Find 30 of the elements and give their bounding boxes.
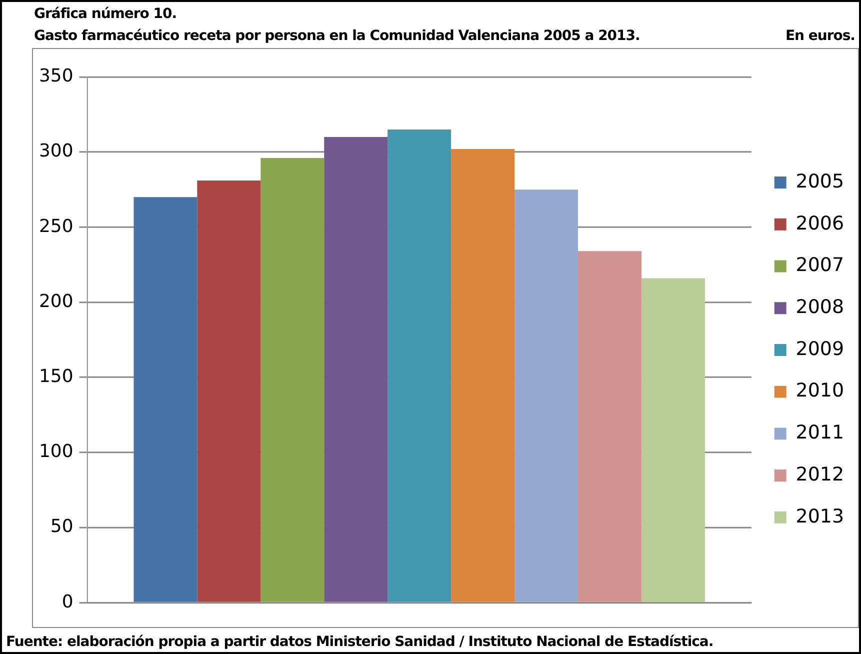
bar: [451, 149, 515, 602]
chart-subtitle: Gasto farmacéutico receta por persona en la Comunidad Valenciana 2005 a 2013.: [34, 28, 640, 44]
legend-label: 2011: [796, 422, 844, 444]
legend-label: 2007: [796, 254, 844, 276]
y-tick-label: 100: [38, 441, 74, 462]
bar: [388, 129, 452, 602]
legend-label: 2009: [796, 338, 844, 360]
y-tick-label: 0: [62, 591, 74, 612]
legend-label: 2013: [796, 505, 844, 528]
bar: [260, 158, 324, 602]
bar: [197, 180, 261, 602]
legend-label: 2010: [796, 380, 844, 402]
bar: [134, 197, 198, 602]
y-tick-label: 150: [38, 366, 74, 388]
chart-title: Gráfica número 10.: [34, 6, 177, 22]
bar: [514, 190, 578, 602]
bar: [324, 136, 388, 602]
legend-label: 2006: [796, 212, 844, 234]
y-tick-label: 50: [50, 516, 74, 538]
bar: [578, 251, 642, 602]
y-tick-label: 350: [38, 66, 74, 87]
y-tick-label: 250: [38, 216, 74, 237]
legend-label: 2005: [796, 170, 844, 192]
legend-label: 2012: [796, 463, 844, 486]
source-note: Fuente: elaboración propia a partir datos Ministerio Sanidad / Instituto Nacional de Estadística.: [6, 634, 714, 650]
bar: [641, 278, 705, 602]
legend-label: 2008: [796, 296, 844, 318]
y-tick-label: 200: [38, 290, 74, 312]
y-axis-title: En euros.: [785, 28, 855, 44]
y-tick-label: 300: [38, 140, 74, 162]
